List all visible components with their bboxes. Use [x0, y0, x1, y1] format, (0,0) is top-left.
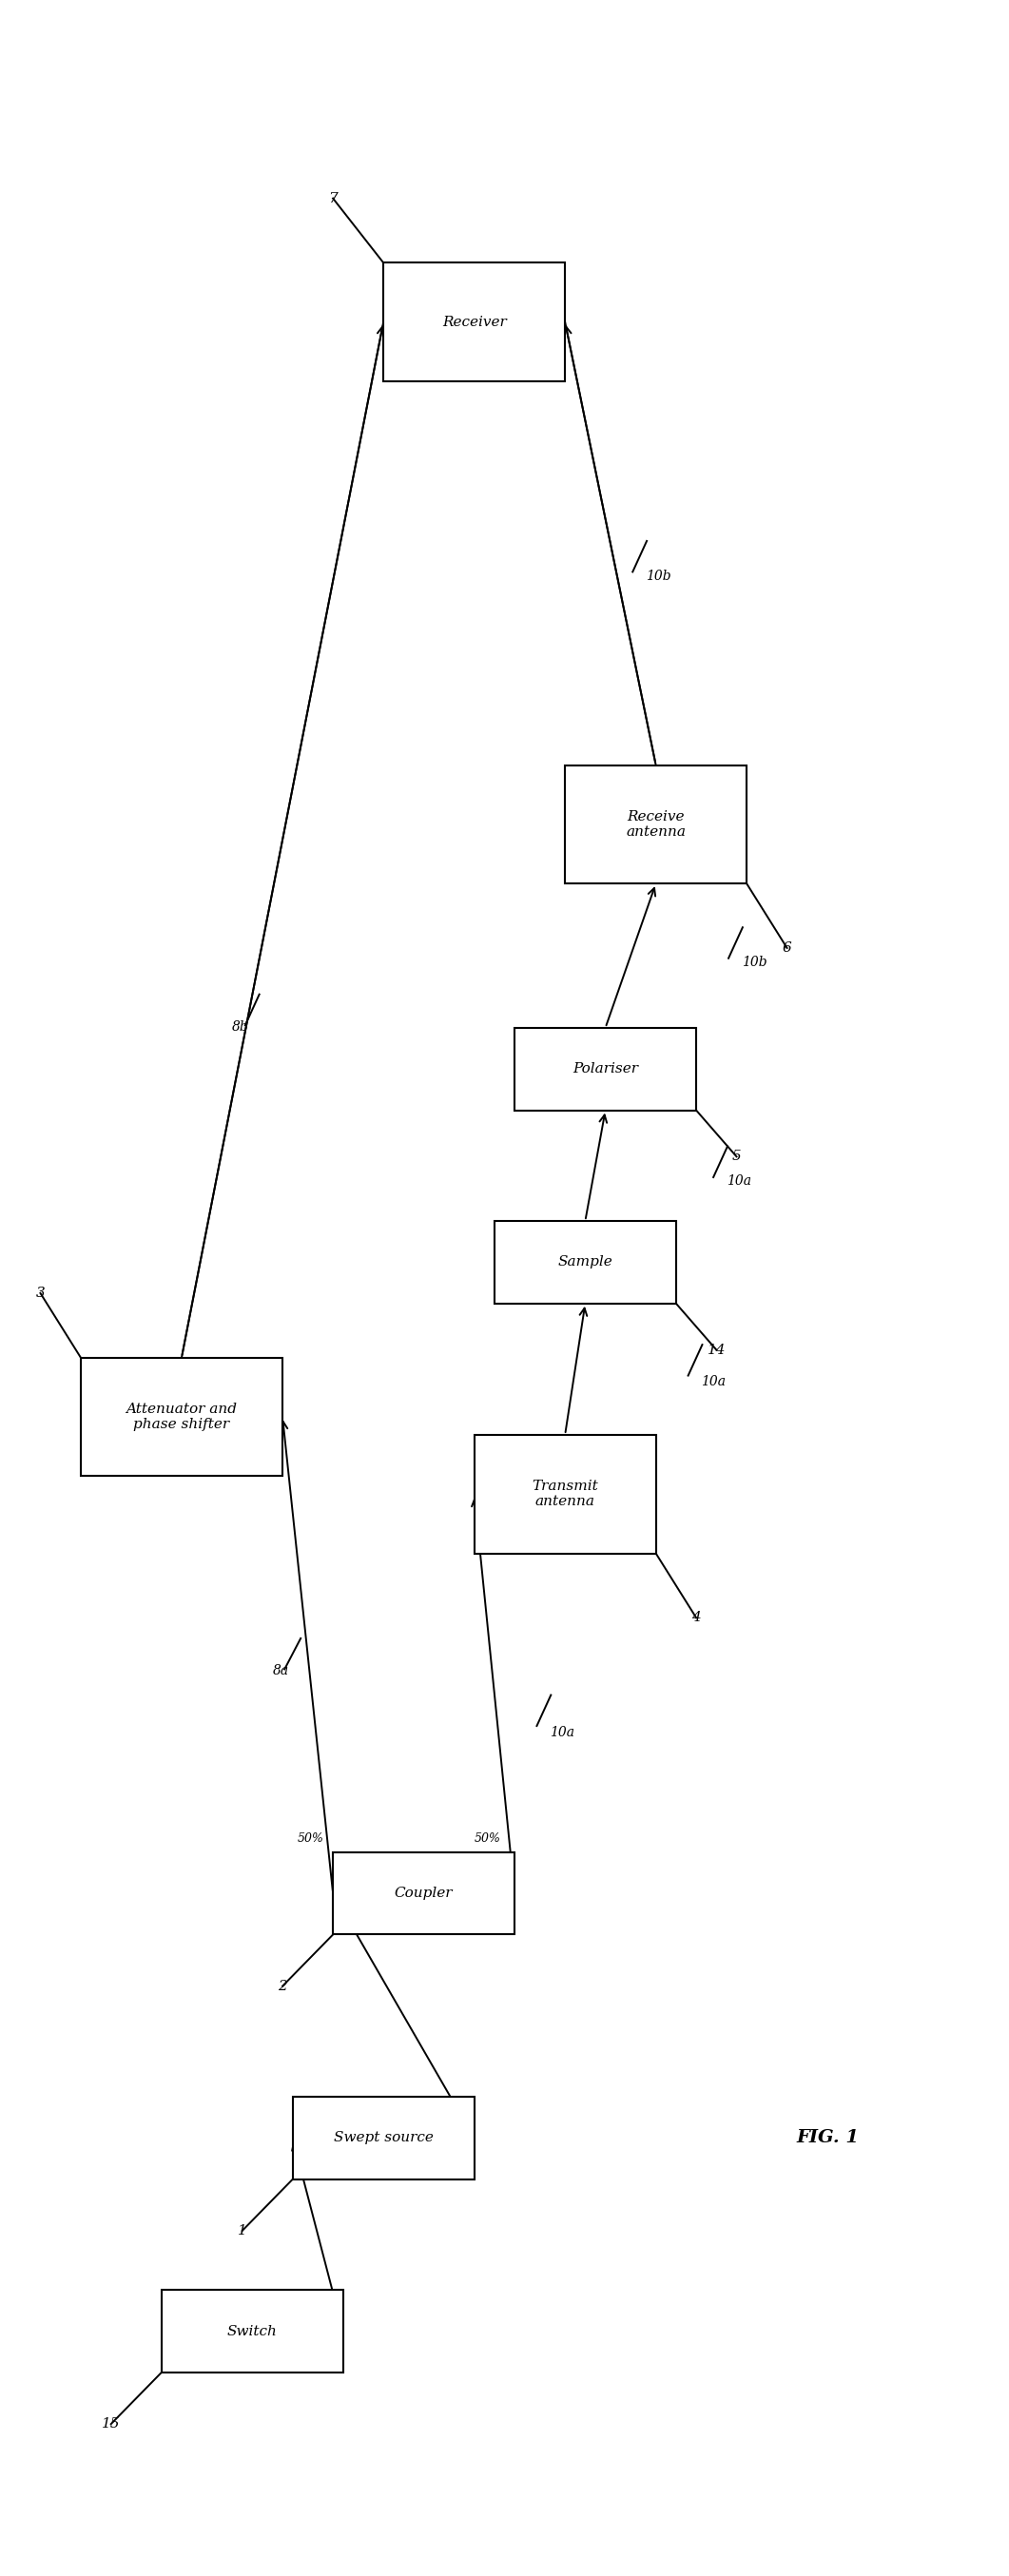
Text: 10a: 10a [726, 1175, 752, 1188]
FancyBboxPatch shape [161, 2290, 343, 2372]
Text: 10b: 10b [646, 569, 671, 582]
Text: 2: 2 [277, 1978, 288, 1994]
Text: 7: 7 [328, 191, 338, 206]
FancyBboxPatch shape [333, 1852, 515, 1935]
Text: 5: 5 [732, 1149, 742, 1164]
Text: 8a: 8a [272, 1664, 289, 1677]
FancyBboxPatch shape [81, 1358, 283, 1476]
Text: Swept source: Swept source [334, 2130, 433, 2146]
Text: 6: 6 [782, 940, 792, 956]
Text: 15: 15 [102, 2416, 120, 2432]
Text: 8b: 8b [232, 1020, 249, 1033]
Text: 4: 4 [691, 1610, 701, 1625]
FancyBboxPatch shape [383, 263, 565, 381]
Text: 14: 14 [707, 1342, 725, 1358]
Text: Coupler: Coupler [395, 1886, 453, 1901]
Text: Switch: Switch [227, 2324, 277, 2339]
Text: 10a: 10a [701, 1376, 726, 1388]
Text: Sample: Sample [558, 1255, 612, 1270]
FancyBboxPatch shape [565, 765, 747, 884]
Text: Attenuator and
phase shifter: Attenuator and phase shifter [126, 1401, 237, 1432]
Text: 50%: 50% [474, 1832, 500, 1844]
FancyBboxPatch shape [494, 1221, 676, 1303]
Text: 10a: 10a [550, 1726, 575, 1739]
Text: Transmit
antenna: Transmit antenna [532, 1479, 598, 1510]
Text: 3: 3 [35, 1285, 45, 1301]
Text: 10b: 10b [742, 956, 767, 969]
Text: Receive
antenna: Receive antenna [626, 809, 686, 840]
Text: 50%: 50% [298, 1832, 324, 1844]
FancyBboxPatch shape [293, 2097, 474, 2179]
FancyBboxPatch shape [474, 1435, 656, 1553]
FancyBboxPatch shape [515, 1028, 696, 1110]
Text: 1: 1 [237, 2223, 247, 2239]
Text: Receiver: Receiver [442, 314, 507, 330]
Text: FIG. 1: FIG. 1 [796, 2130, 859, 2146]
Text: Polariser: Polariser [572, 1061, 639, 1077]
